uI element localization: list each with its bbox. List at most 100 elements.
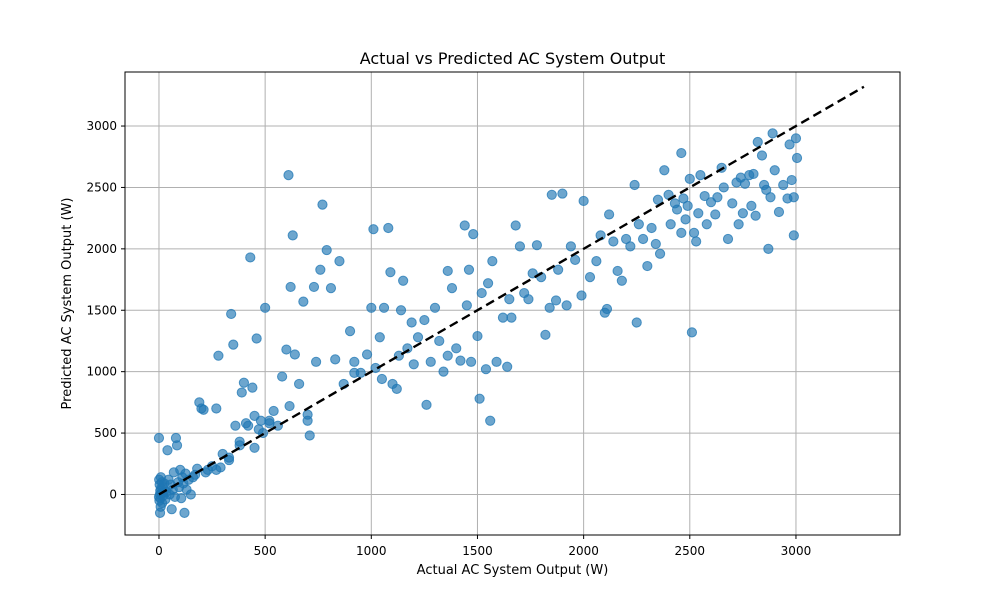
data-point (317, 199, 328, 210)
data-point (487, 256, 498, 267)
data-point (429, 302, 441, 313)
data-point (289, 349, 300, 360)
data-point (442, 265, 453, 277)
data-point (455, 355, 466, 366)
data-point (334, 256, 345, 267)
data-point (784, 139, 795, 150)
data-point (438, 366, 449, 377)
data-point (461, 300, 472, 311)
data-point (236, 387, 247, 398)
data-point (298, 296, 309, 307)
data-point (786, 174, 797, 186)
data-point (344, 326, 356, 337)
data-point (671, 204, 683, 215)
data-point (398, 275, 409, 286)
data-point (370, 362, 381, 374)
data-point (376, 373, 388, 385)
y-tick-label: 2000 (86, 242, 117, 256)
data-point (412, 332, 424, 343)
data-point (665, 219, 676, 230)
data-point (223, 452, 235, 463)
data-point (686, 327, 698, 338)
data-point (510, 220, 521, 231)
data-point (750, 210, 761, 221)
data-point (763, 243, 774, 254)
data-point (162, 445, 173, 456)
data-point (255, 415, 266, 426)
data-point (366, 302, 377, 313)
data-point (591, 256, 602, 267)
data-point (465, 356, 477, 367)
data-point (550, 295, 562, 306)
data-point (523, 294, 534, 305)
data-point (268, 405, 279, 417)
x-tick-label: 2500 (675, 544, 706, 558)
y-tick-label: 3000 (86, 119, 117, 133)
data-point (179, 507, 190, 518)
data-point (688, 227, 700, 238)
data-point (378, 302, 390, 313)
data-point (691, 236, 702, 247)
data-point (682, 200, 693, 211)
data-point (446, 283, 458, 294)
data-point (712, 192, 723, 203)
data-point (699, 190, 710, 202)
data-point (226, 308, 237, 320)
data-point (752, 136, 763, 148)
data-point (171, 440, 183, 451)
data-point (243, 420, 254, 431)
data-point (497, 312, 509, 323)
data-point (310, 356, 322, 367)
data-point (374, 332, 385, 343)
data-point (718, 182, 729, 193)
data-point (264, 418, 275, 429)
data-point (531, 240, 543, 251)
data-point (693, 208, 704, 219)
x-tick-label: 1500 (462, 544, 493, 558)
data-point (739, 178, 751, 189)
data-point (553, 264, 564, 275)
x-tick-label: 3000 (781, 544, 812, 558)
data-point (463, 264, 475, 275)
data-point (442, 350, 453, 361)
x-tick-label: 500 (254, 544, 277, 558)
data-point (773, 206, 785, 218)
data-point (249, 442, 260, 453)
data-point (325, 283, 337, 294)
data-point (321, 244, 332, 256)
data-point (185, 489, 196, 500)
data-point (361, 349, 373, 360)
data-point (385, 267, 396, 278)
data-point (408, 359, 419, 370)
data-point (281, 344, 292, 355)
grid (125, 72, 900, 535)
data-point (459, 220, 470, 231)
data-point (383, 222, 394, 234)
data-point (756, 150, 768, 161)
data-point (238, 377, 250, 388)
data-point (576, 290, 587, 301)
data-point (302, 409, 313, 420)
data-point (514, 241, 526, 252)
data-point (637, 233, 649, 245)
data-point (330, 354, 341, 365)
data-point (584, 271, 596, 283)
data-point (434, 335, 445, 347)
data-point (727, 198, 738, 209)
data-point (228, 339, 239, 350)
data-point (287, 230, 298, 241)
data-point (710, 209, 721, 220)
data-point (646, 222, 657, 234)
data-point (391, 383, 402, 394)
data-point (654, 248, 666, 259)
data-point (230, 420, 241, 431)
data-point (629, 179, 640, 191)
data-point (283, 170, 294, 181)
data-point (349, 356, 360, 367)
axis-ticks: 0 500 1000 1500 2000 2500 3000 0 500 1000 1500 2000… (86, 119, 811, 558)
data-point (680, 214, 691, 225)
data-point (402, 343, 413, 354)
data-point (425, 356, 436, 367)
data-point (451, 343, 462, 354)
